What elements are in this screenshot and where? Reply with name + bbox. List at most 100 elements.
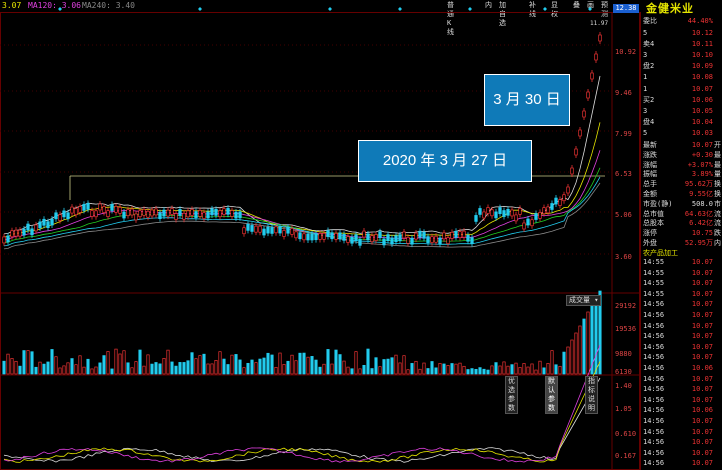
candle-body [258,225,262,233]
candle-body [330,232,334,240]
candle-body [418,230,422,238]
volume-bar [506,365,510,375]
buy-level-row: 买2 10.06 [643,96,713,104]
volume-bar [438,363,442,375]
candle-body [438,237,442,245]
weibi-row: 委比 44.40% [643,17,713,25]
price-tick-label: 9.46 [615,89,632,97]
quote-panel: 委比 44.40% 5 10.12 卖4 10.11 3 10.10 盘2 10.09 1 10.08… [640,0,722,470]
toolbar-item[interactable]: 叠 [573,1,580,9]
indicator-tick-label: 1.40 [615,382,632,390]
tick-row: 14:56 10.07 [643,311,713,319]
volume-bar [454,363,458,375]
indicator-button[interactable]: 优选参数 [505,376,518,414]
volume-bar [270,354,274,375]
ma-item-2: MA120: 3.06 [28,1,81,10]
quote-row: 金额 9.55亿换 [643,190,721,198]
quote-row: 涨停 10.75 跌 [643,229,721,238]
candle-body [14,229,18,237]
tick-row: 14:56 10.07 [643,321,713,330]
volume-bar [442,363,446,375]
candle-body [118,207,122,214]
tick-row: 14:56 10.07 [643,353,713,362]
candle-body [182,212,186,220]
volume-bar [554,364,558,375]
volume-bar [326,349,330,375]
volume-bar [418,368,422,375]
quote-row: 涨幅 +3.07% 最 [643,160,721,169]
volume-bar [502,361,506,375]
candle-body [150,209,154,217]
volume-bar [398,362,402,375]
volume-bar [86,358,90,375]
volume-bar [510,364,514,375]
candle-body [478,208,482,215]
volume-selector[interactable]: 成交量 ▾ [566,295,602,306]
candle-body [498,207,502,214]
volume-bar [406,369,410,375]
volume-bar [262,357,266,375]
volume-bar [234,354,238,375]
volume-bar [2,360,6,375]
volume-bar [306,356,310,375]
toolbar-item[interactable]: 显权 [551,1,558,18]
candle-body [454,230,458,238]
volume-bar [62,365,66,375]
candle-body [178,209,182,216]
candle-body [162,209,166,217]
indicator-tick-label: 0.610 [615,430,637,438]
volume-bar [474,368,478,375]
volume-axis: 29192 19536 9880 6130 [612,290,640,380]
volume-bar [238,359,242,375]
candle-body [346,236,350,243]
candle-body [74,208,78,216]
candle-body [222,208,226,215]
candle-body [290,228,294,235]
toolbar-item[interactable]: 普通K线 [447,1,454,36]
candle-body [286,226,290,234]
volume-bar [250,359,254,375]
candle-body [338,232,342,240]
volume-tick-label: 19536 [615,325,637,333]
volume-bar [598,290,602,375]
toolbar-item[interactable]: 内 [485,1,492,9]
candle-body [46,221,50,229]
volume-bar [386,358,390,375]
candle-body [354,234,358,242]
toolbar-item[interactable]: 补线 [529,1,536,18]
volume-bar [382,359,386,375]
volume-bar [150,363,154,375]
candle-body [38,221,42,229]
volume-bar [174,365,178,375]
volume-bar [334,349,338,375]
volume-bar [186,360,190,375]
volume-bar [54,356,58,375]
indicator-button[interactable]: 指标说明 [585,376,598,414]
tick-row: 14:56 10.07 [643,300,713,309]
candle-body [386,234,390,242]
volume-bar [6,353,10,375]
candle-body [594,53,598,61]
price-tick-label: 6.53 [615,170,632,178]
volume-bar [210,363,214,375]
volume-bar [526,366,530,375]
candle-body [186,210,190,218]
volume-bar [426,368,430,375]
sell-level-row: 卖4 10.11 [643,40,713,48]
candle-body [2,236,6,244]
toolbar-item[interactable]: 画 [587,1,594,9]
toolbar-item[interactable]: 预测 [601,1,608,18]
volume-bar [582,318,586,375]
candle-body [198,210,202,217]
candle-body [226,207,230,215]
candle-body [470,237,474,244]
tick-row: 14:56 10.07 [643,438,713,447]
event-marker [58,7,62,11]
candle-body [26,223,30,231]
kline-chart[interactable] [0,0,640,470]
toolbar-item[interactable]: 加自选 [499,1,506,27]
volume-bar [434,367,438,375]
volume-bar [162,357,166,375]
indicator-button[interactable]: 默认参数 [545,376,558,414]
candle-body [598,34,602,42]
